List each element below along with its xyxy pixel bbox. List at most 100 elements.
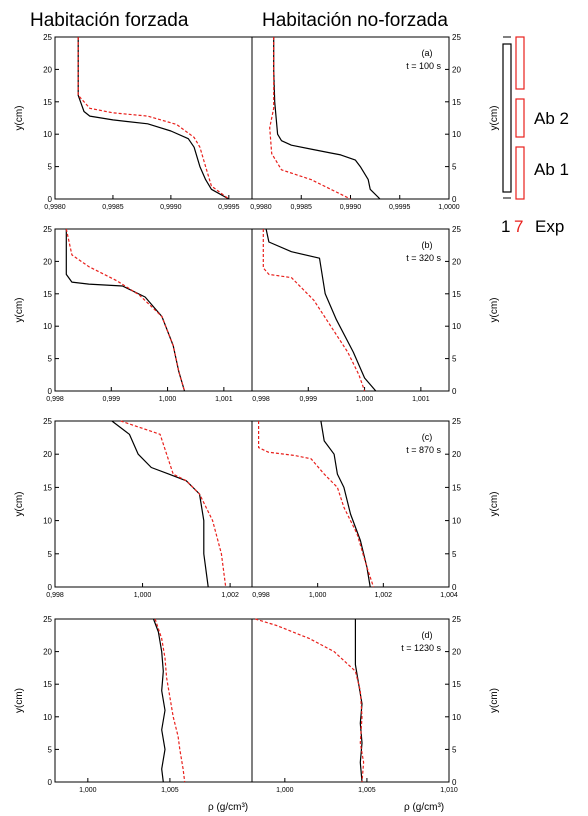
y-tick-label: 5 — [48, 745, 53, 754]
y-tick-label: 5 — [452, 745, 457, 754]
y-tick-label: 0 — [48, 778, 53, 787]
series-line-solid — [354, 619, 363, 783]
y-tick-label: 0 — [48, 583, 53, 592]
legend-bar-model-7-top — [515, 36, 525, 90]
y-tick-label: 15 — [43, 98, 52, 107]
y-tick-label: 10 — [43, 322, 52, 331]
series-line-dashed — [255, 618, 365, 783]
y-tick-label: 20 — [452, 450, 461, 459]
legend-label-exp: Exp — [535, 217, 564, 236]
y-tick-label: 10 — [452, 713, 461, 722]
panel-a-left: 0,9980 0,9985 0,9990 0,9995 0 5 10 15 20 25 y(cm) — [14, 33, 253, 211]
x-tick-label: 1,000 — [134, 592, 152, 599]
legend-label-1: 1 — [501, 217, 510, 236]
legend: Ab 2 Ab 1 1 7 Exp — [501, 36, 569, 236]
panel-annotation: (d) — [422, 630, 433, 640]
y-tick-label: 15 — [452, 483, 461, 492]
y-tick-label: 10 — [452, 130, 461, 139]
x-tick-label: 0,998 — [46, 592, 64, 599]
plot-frame — [251, 618, 450, 783]
y-tick-label: 5 — [452, 355, 457, 364]
y-tick-label: 5 — [48, 163, 53, 172]
y-axis-label: y(cm) — [489, 688, 500, 713]
y-tick-label: 25 — [43, 33, 52, 42]
panel-b-right: 0,998 0,999 1,000 1,001 0 5 10 15 20 25 y(cm) (b) t … — [251, 225, 500, 403]
panel-annotation: (c) — [422, 432, 433, 442]
series-line-solid — [265, 228, 377, 392]
series-line-dashed — [262, 229, 366, 392]
panel-time-label: t = 100 s — [406, 61, 441, 71]
legend-label-7: 7 — [514, 217, 523, 236]
x-tick-label: 1,0000 — [438, 204, 460, 211]
series-line-solid — [65, 229, 186, 392]
x-tick-label: 1,000 — [309, 592, 327, 599]
plot-frame — [251, 228, 450, 392]
y-tick-label: 0 — [452, 583, 457, 592]
series-line-dashed — [154, 618, 186, 783]
y-tick-label: 10 — [452, 517, 461, 526]
y-tick-label: 25 — [43, 417, 52, 426]
series-line-solid — [320, 420, 371, 588]
series-line-dashed — [269, 37, 351, 200]
y-tick-label: 0 — [48, 195, 53, 204]
y-tick-label: 20 — [43, 450, 52, 459]
y-tick-label: 20 — [452, 257, 461, 266]
y-axis-label: y(cm) — [489, 492, 500, 517]
y-tick-label: 0 — [452, 387, 457, 396]
panel-annotation: (b) — [422, 240, 433, 250]
y-axis-label: y(cm) — [14, 106, 25, 131]
plot-frame — [251, 420, 450, 588]
y-tick-label: 5 — [452, 550, 457, 559]
x-tick-label: 1,000 — [79, 787, 97, 794]
y-axis-label: y(cm) — [14, 298, 25, 323]
panel-time-label: t = 320 s — [406, 253, 441, 263]
x-tick-label: 0,9995 — [389, 204, 411, 211]
y-tick-label: 5 — [48, 355, 53, 364]
y-tick-label: 25 — [43, 225, 52, 234]
panel-row-c: 0,998 1,000 1,002 0 5 10 15 20 25 y(cm) 0,998 1,000… — [14, 417, 500, 599]
x-tick-label: 1,000 — [356, 396, 374, 403]
x-tick-label: 0,9985 — [291, 204, 313, 211]
series-line-dashed — [65, 228, 186, 392]
title-left: Habitación forzada — [30, 10, 189, 31]
y-tick-label: 25 — [452, 417, 461, 426]
x-tick-label: 1,005 — [358, 787, 376, 794]
y-tick-label: 15 — [452, 680, 461, 689]
panel-d-left: 1,000 1,005 0 5 10 15 20 25 y(cm) — [14, 615, 253, 794]
y-tick-label: 25 — [452, 33, 461, 42]
panel-row-b: 0,998 0,999 1,000 1,0010510152025y(cm)0,998… — [14, 225, 500, 403]
y-tick-label: 25 — [43, 615, 52, 624]
x-tick-label: 0,9990 — [160, 204, 182, 211]
y-tick-label: 0 — [452, 195, 457, 204]
y-tick-label: 20 — [43, 65, 52, 74]
legend-bar-model-7-mid — [515, 98, 525, 138]
x-tick-label: 0,998 — [252, 592, 270, 599]
panel-c-left: 0,998 1,000 1,002 0 5 10 15 20 25 y(cm) — [14, 417, 253, 599]
x-tick-label: 0,998 — [252, 396, 270, 403]
x-tick-label: 1,002 — [221, 592, 239, 599]
x-tick-label: 0,9995 — [218, 204, 240, 211]
series-line-solid — [273, 37, 381, 200]
x-axis-label-left: ρ (g/cm³) — [208, 802, 248, 813]
y-axis-label: y(cm) — [14, 688, 25, 713]
y-tick-label: 25 — [452, 225, 461, 234]
y-axis-label: y(cm) — [14, 492, 25, 517]
x-tick-label: 0,9980 — [250, 204, 272, 211]
series-line-dashed — [77, 37, 230, 200]
series-line-dashed — [120, 420, 227, 588]
plot-frame — [54, 228, 253, 392]
y-tick-label: 10 — [452, 322, 461, 331]
legend-ab1: Ab 1 — [534, 160, 569, 179]
x-axis-label-right: ρ (g/cm³) — [404, 802, 444, 813]
x-tick-label: 0,999 — [103, 396, 121, 403]
panel-row-d: 1,000 1,005 0 5 10 15 20 25 y(cm) 1,000 1,005 1,010… — [14, 615, 500, 794]
y-tick-label: 10 — [43, 130, 52, 139]
series-line-solid — [111, 420, 209, 588]
panel-annotation: (a) — [422, 48, 433, 58]
legend-bar-model-1 — [502, 43, 512, 193]
x-tick-label: 1,001 — [412, 396, 430, 403]
panel-time-label: t = 1230 s — [401, 643, 441, 653]
legend-bar-model-7-bottom — [515, 146, 525, 200]
